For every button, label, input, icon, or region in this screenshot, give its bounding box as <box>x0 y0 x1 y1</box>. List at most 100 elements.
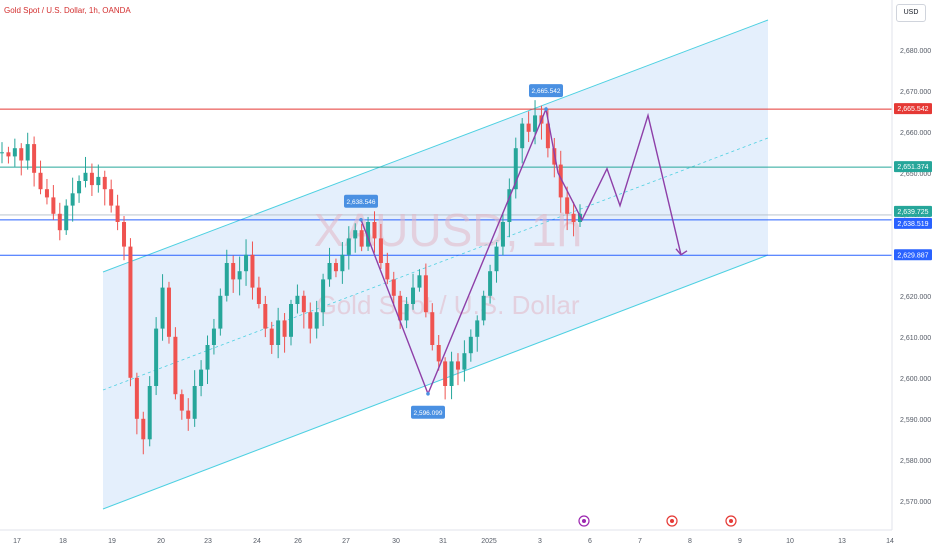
price-axis-bg <box>892 0 932 550</box>
x-tick-label: 18 <box>59 538 67 545</box>
candle-body <box>269 328 274 345</box>
candle-body <box>44 189 49 198</box>
price-callout-bg <box>411 405 445 419</box>
candle-body <box>57 213 62 231</box>
candle-body <box>122 222 127 247</box>
projection-arrow-head <box>675 248 688 256</box>
candle-body <box>513 148 518 190</box>
candle-body <box>166 287 171 337</box>
candle-body <box>301 295 306 313</box>
axis-price-labels-layer: 2,665.542 2,651.374 2,639.725 2,638.519 2,62… <box>894 103 932 261</box>
candle-body <box>218 295 223 329</box>
candle-body <box>147 386 152 440</box>
y-tick-label: 2,590.000 <box>900 417 931 424</box>
x-tick-label: 6 <box>588 538 592 545</box>
candle-body <box>571 213 576 222</box>
candle-body <box>32 144 37 173</box>
price-callout-label: 2,638.546 <box>347 199 376 206</box>
y-tick-label: 2,670.000 <box>900 89 931 96</box>
candle-body <box>276 320 281 345</box>
chart-title: Gold Spot / U.S. Dollar, 1h, OANDA <box>4 6 131 15</box>
x-tick-label: 17 <box>13 538 21 545</box>
candle-body <box>134 377 139 419</box>
price-callout-label: 2,596.099 <box>414 410 443 417</box>
price-line-label: 2,629.887 <box>897 252 928 259</box>
x-tick-label: 23 <box>204 538 212 545</box>
lightning-event-icon-center <box>582 519 586 523</box>
candle-body <box>359 230 364 247</box>
candle-body <box>289 304 293 337</box>
candle-body <box>475 320 480 337</box>
candle-body <box>231 263 236 280</box>
y-tick-label: 2,600.000 <box>900 376 931 383</box>
candle-body <box>51 197 56 214</box>
price-line-label-bg <box>894 205 932 217</box>
x-tick-label: 27 <box>342 538 350 545</box>
price-line-label-bg <box>894 249 932 261</box>
pattern-layer <box>360 106 688 396</box>
x-tick-label: 10 <box>786 538 794 545</box>
us-flag-event-icon-center <box>729 519 733 523</box>
candle-body <box>314 312 319 329</box>
candle-body <box>102 176 107 190</box>
channel-upper-line <box>102 19 769 273</box>
watermark-symbol: XAUUSD, 1h <box>314 204 582 256</box>
candle-body <box>366 222 371 247</box>
channel-lower-line <box>102 254 769 510</box>
price-callout-label: 2,665.542 <box>532 88 561 95</box>
y-tick-label: 2,650.000 <box>900 171 931 178</box>
channel-layer <box>102 19 769 510</box>
candle-body <box>385 263 390 280</box>
callouts-layer: 2,638.546 2,596.099 2,665.542 <box>344 84 563 419</box>
candles-layer <box>0 100 582 455</box>
candle-body <box>154 328 159 386</box>
candle-body <box>417 275 422 288</box>
candle-body <box>89 172 94 186</box>
candle-body <box>115 205 120 222</box>
x-tick-label: 7 <box>638 538 642 545</box>
candle-body <box>160 287 165 329</box>
candle-body <box>372 222 377 239</box>
candle-body <box>19 148 24 161</box>
candle-body <box>455 361 460 370</box>
candle-body <box>378 238 383 263</box>
price-callout-dot <box>426 391 430 396</box>
y-tick-label: 2,680.000 <box>900 48 931 55</box>
x-tick-label: 19 <box>108 538 116 545</box>
candle-body <box>520 123 525 149</box>
candle-body <box>205 345 210 370</box>
x-tick-label: 9 <box>738 538 742 545</box>
candle-body <box>237 271 242 280</box>
candle-body <box>64 205 69 231</box>
candle-body <box>244 254 249 272</box>
candle-body <box>507 189 512 222</box>
candle-body <box>449 361 454 386</box>
x-tick-label: 14 <box>886 538 894 545</box>
price-line-label: 2,639.725 <box>897 209 928 216</box>
candle-body <box>462 353 467 370</box>
channel-mid-line <box>102 137 769 391</box>
price-line-label: 2,638.519 <box>897 221 928 228</box>
y-tick-label: 2,610.000 <box>900 335 931 342</box>
candle-body <box>545 123 550 149</box>
candle-body <box>179 394 184 411</box>
projection-path <box>360 106 682 396</box>
candle-body <box>423 275 428 313</box>
candle-body <box>256 287 261 304</box>
candle-body <box>346 238 351 255</box>
price-callout-dot <box>359 217 363 222</box>
candle-body <box>211 328 216 345</box>
candle-body <box>443 361 448 386</box>
candle-body <box>430 312 435 345</box>
candle-body <box>494 246 499 272</box>
candle-body <box>0 152 4 154</box>
x-tick-label: 30 <box>392 538 400 545</box>
currency-button[interactable]: USD <box>896 4 926 22</box>
y-tick-label: 2,580.000 <box>900 458 931 465</box>
us-flag-event-icon-center <box>670 519 674 523</box>
candle-body <box>224 263 229 296</box>
candle-body <box>250 254 255 288</box>
candle-body <box>436 345 441 362</box>
